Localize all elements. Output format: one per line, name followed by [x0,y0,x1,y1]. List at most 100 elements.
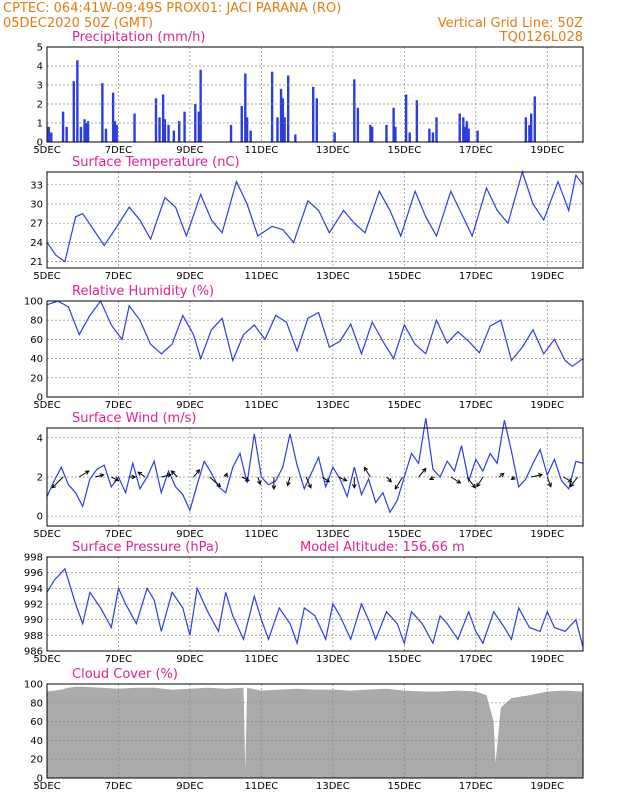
temperature-x-tick-label: 9DEC [176,271,203,282]
cloud-x-tick-label: 9DEC [176,781,203,792]
precipitation-bar [199,69,202,142]
precipitation-x-tick-label: 5DEC [33,145,60,156]
pressure-x-tick-label: 13DEC [316,654,350,665]
precipitation-bar [47,126,50,142]
wind-vector [171,470,178,478]
precipitation-x-tick-label: 7DEC [105,145,132,156]
humidity-x-tick-label: 15DEC [387,400,421,411]
wind-vector-head [51,483,57,489]
wind-x-tick-label: 19DEC [530,529,564,540]
wind-vector [95,474,104,478]
precipitation-bar [528,124,531,142]
temperature-x-tick-label: 15DEC [387,271,421,282]
humidity-frame [46,300,584,398]
wind-x-tick-label: 13DEC [316,529,350,540]
temperature-series-line [46,169,584,263]
wind-vector-head [547,482,552,488]
precipitation-bar [415,100,419,142]
precipitation-bar [154,98,158,142]
precipitation-bar [85,123,88,142]
wind-vector [287,476,291,486]
precipitation-bar [83,119,86,142]
wind-x-tick-label: 5DEC [33,529,60,540]
cloud-panel: 0 20 40 60 80 100 5DEC 7DEC 9DEC 11DEC 13DEC 15DEC 1… [24,667,584,792]
cloud-x-tick-label: 17DEC [459,781,493,792]
wind-vector [450,476,461,484]
humidity-y-tick-label: 20 [30,373,43,384]
wind-vector [111,476,119,482]
humidity-y-tick-label: 100 [24,297,43,308]
precipitation-bar [394,126,397,142]
humidity-y-tick-label: 40 [30,354,43,365]
cloud-title: Cloud Cover (%) [72,667,178,682]
precipitation-bar [158,117,161,142]
pressure-panel: 986 988 990 992 994 996 998 5DEC 7DEC 9DEC 11DEC 13… [24,540,584,665]
wind-vector-head [84,470,90,475]
wind-vector [338,476,347,482]
cloud-x-tick-label: 15DEC [387,781,421,792]
temperature-frame [46,171,584,269]
cloud-x-tick-label: 5DEC [33,781,60,792]
precipitation-y-tick-label: 3 [37,81,43,92]
humidity-y-tick-label: 80 [30,316,43,327]
precipitation-bar [197,111,201,142]
header: CPTEC: 064:41W-09:49S PROX01: JACI PARAN… [3,1,583,45]
precipitation-x-tick-label: 11DEC [245,145,279,156]
temperature-title: Surface Temperature (nC) [72,155,240,170]
wind-vector-head [195,468,201,474]
temperature-x-tick-label: 13DEC [316,271,350,282]
precipitation-bar [61,111,65,142]
precipitation-bar [333,132,336,142]
cloud-y-tick-label: 0 [37,774,43,785]
wind-vector [78,470,90,478]
wind-vector [531,474,543,478]
precipitation-bar [86,121,90,142]
wind-vector [570,476,579,487]
wind-series-line [46,418,584,514]
precipitation-y-tick-label: 4 [37,62,43,73]
precipitation-bar [408,132,411,142]
temperature-y-tick-label: 33 [30,180,43,191]
humidity-x-tick-label: 13DEC [316,400,350,411]
temperature-y-tick-label: 21 [30,257,43,268]
precipitation-x-tick-label: 15DEC [387,145,421,156]
wind-vector-head [569,482,575,488]
temperature-x-tick-label: 19DEC [530,271,564,282]
precipitation-bar [229,124,233,142]
wind-vector-head [99,473,105,478]
wind-vector-head [286,481,291,487]
cloud-frame [46,683,584,779]
header-line1: CPTEC: 064:41W-09:49S PROX01: JACI PARAN… [3,1,341,16]
precipitation-bar [392,107,395,142]
precipitation-bar [283,117,286,142]
humidity-x-tick-label: 11DEC [245,400,279,411]
precipitation-x-tick-label: 19DEC [530,145,564,156]
cloud-x-tick-label: 19DEC [530,781,564,792]
humidity-x-tick-label: 7DEC [105,400,132,411]
precipitation-bar [467,128,470,142]
temperature-plot-area [47,172,583,268]
precipitation-bar [101,83,104,142]
wind-vector-head [342,477,348,482]
wind-x-tick-label: 7DEC [105,529,132,540]
temperature-y-tick-label: 24 [30,238,43,249]
precipitation-bar [65,126,68,142]
cloud-x-tick-label: 11DEC [245,781,279,792]
precipitation-bar [113,121,117,142]
panels: 0 1 2 3 4 5 5DEC 7DEC 9DEC 11DEC 13DEC 15DEC 17DEC 19… [24,30,584,792]
pressure-y-tick-label: 994 [24,584,43,595]
cloud-area [47,686,583,778]
wind-vector [305,476,312,489]
humidity-x-tick-label: 17DEC [459,400,493,411]
cloud-y-tick-label: 20 [30,755,43,766]
wind-vector-head [456,479,462,484]
precipitation-bar [529,113,533,142]
cloud-y-tick-label: 40 [30,736,43,747]
cloud-y-tick-label: 60 [30,717,43,728]
precipitation-bar [240,105,243,142]
precipitation-bar [270,71,274,142]
cloud-x-tick-label: 7DEC [105,781,132,792]
wind-vector [363,467,371,478]
pressure-x-tick-label: 7DEC [105,654,132,665]
precipitation-bar [104,128,108,142]
